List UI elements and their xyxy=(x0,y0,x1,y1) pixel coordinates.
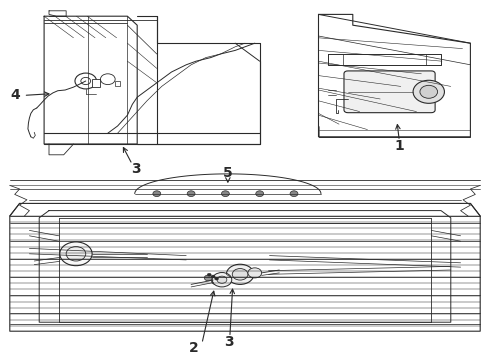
Bar xyxy=(115,81,120,86)
Circle shape xyxy=(420,85,438,98)
Text: 3: 3 xyxy=(131,162,141,176)
Circle shape xyxy=(221,191,229,197)
Text: 5: 5 xyxy=(223,166,233,180)
Circle shape xyxy=(66,247,86,261)
FancyBboxPatch shape xyxy=(344,71,435,113)
Circle shape xyxy=(187,191,195,197)
Text: 1: 1 xyxy=(394,139,404,153)
Circle shape xyxy=(60,242,92,266)
Circle shape xyxy=(226,264,254,284)
Circle shape xyxy=(215,277,219,280)
Circle shape xyxy=(153,191,161,197)
Circle shape xyxy=(204,275,212,281)
Circle shape xyxy=(211,275,215,278)
Text: 4: 4 xyxy=(11,89,21,102)
Circle shape xyxy=(207,273,211,276)
Circle shape xyxy=(232,269,248,280)
Circle shape xyxy=(217,276,227,283)
Circle shape xyxy=(212,273,232,287)
Text: 2: 2 xyxy=(189,342,199,355)
Circle shape xyxy=(290,191,298,197)
Circle shape xyxy=(413,80,444,103)
Text: 3: 3 xyxy=(224,335,234,349)
Bar xyxy=(92,79,100,87)
Circle shape xyxy=(256,191,264,197)
Circle shape xyxy=(212,279,220,284)
Circle shape xyxy=(248,268,262,278)
